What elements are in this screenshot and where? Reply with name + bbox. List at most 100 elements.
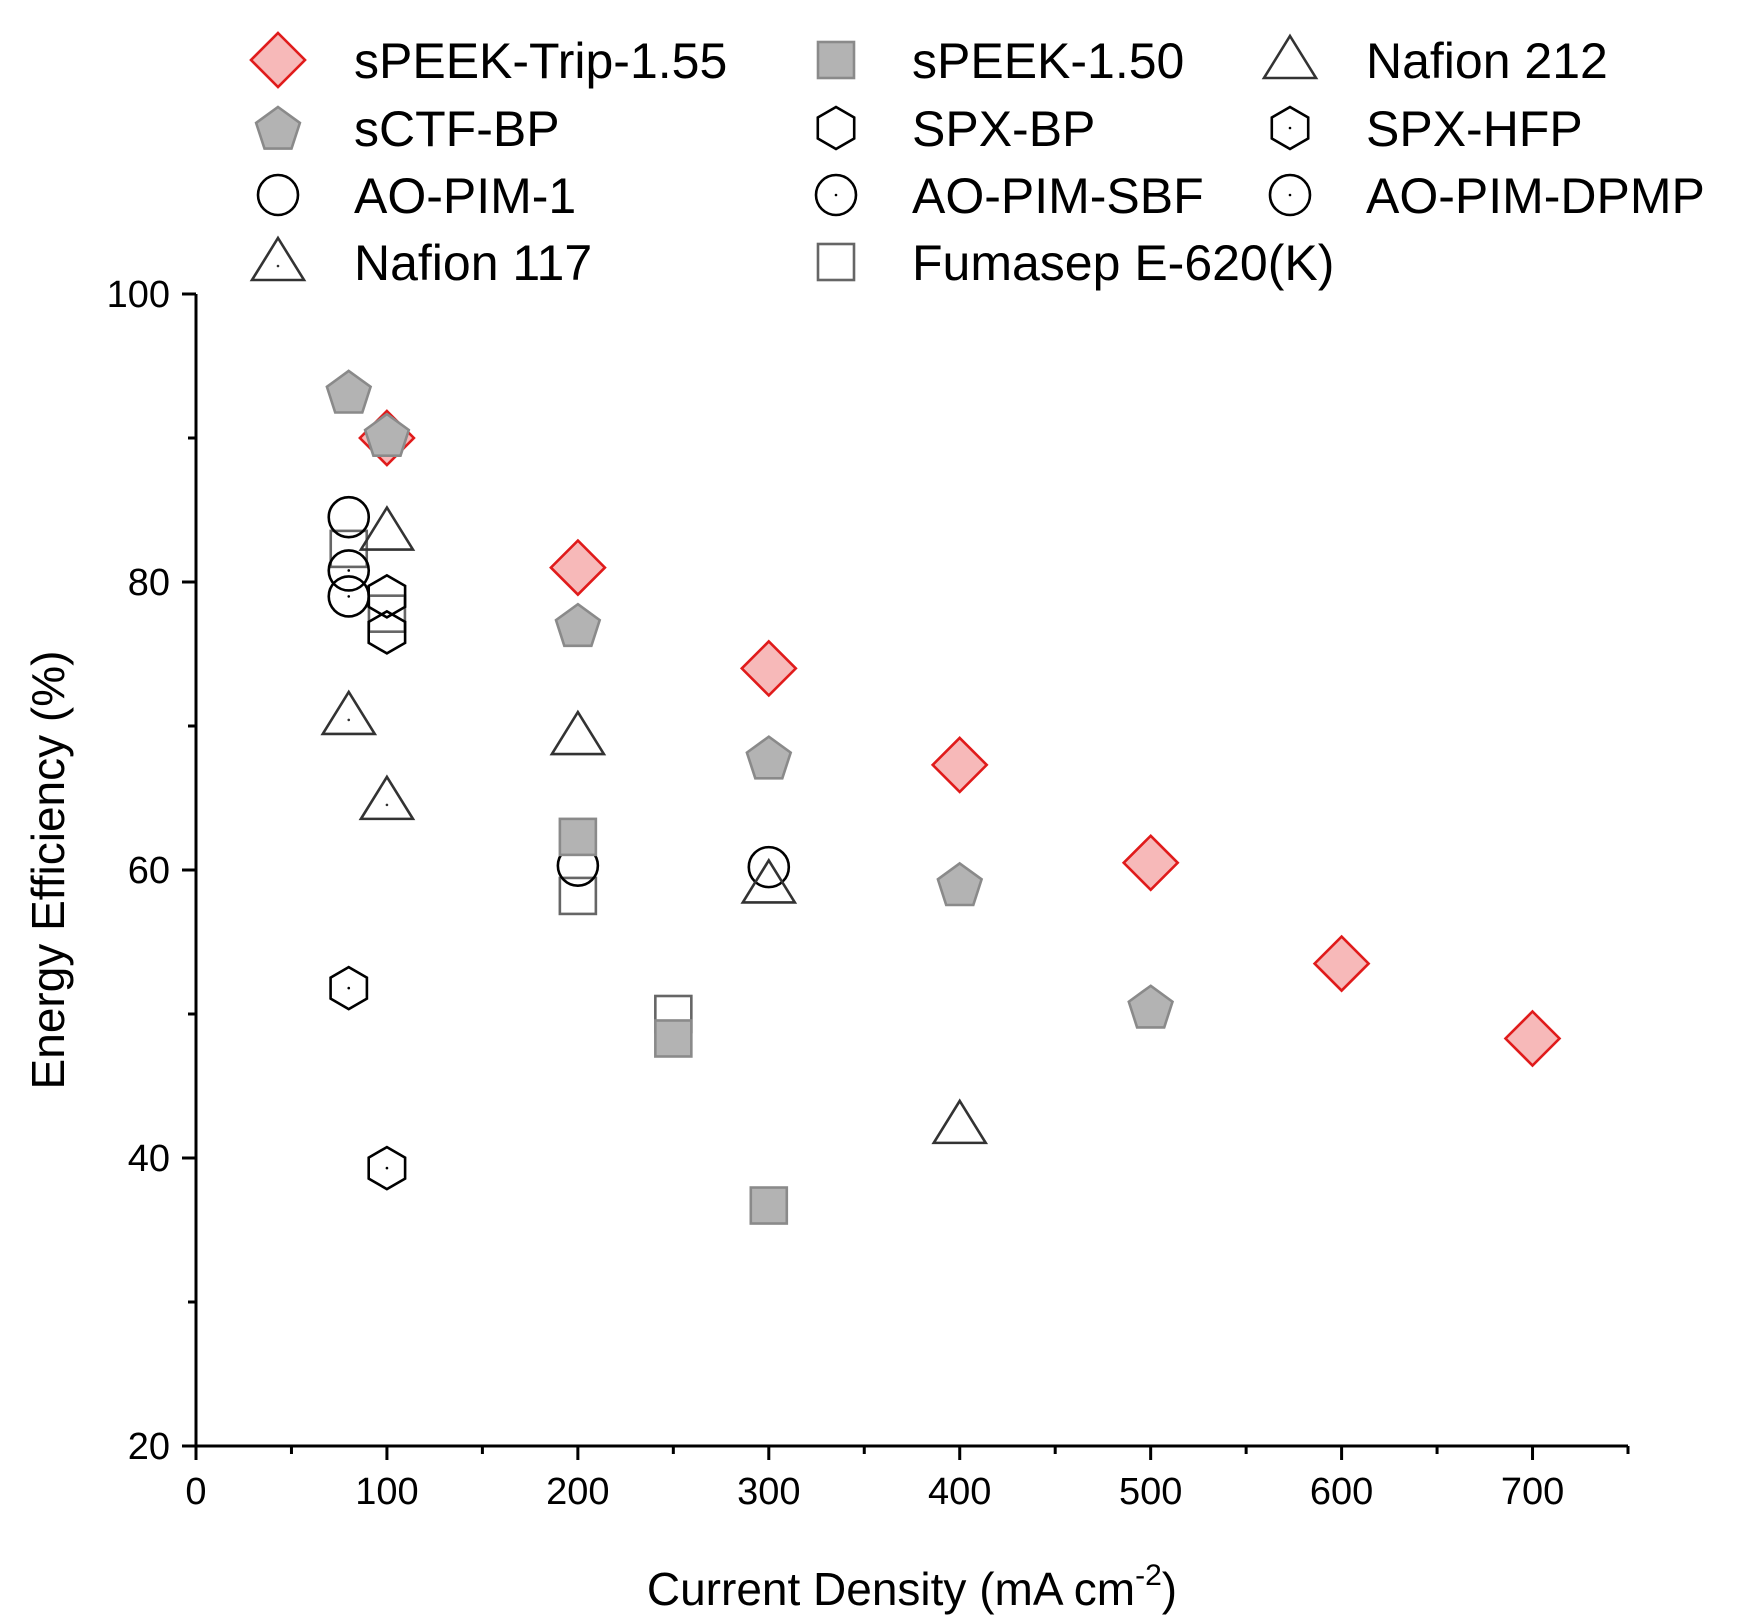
point-speek-trip-1-55 <box>1312 934 1371 993</box>
legend-label-ao-pim-dpmp: AO-PIM-DPMP <box>1366 168 1705 224</box>
point-ao-pim-1 <box>747 845 791 889</box>
legend-item-speek-1-50: sPEEK-1.50 <box>816 33 1184 89</box>
ticks: 0 100 200 300 400 500 600 700 20 40 60 80 100 <box>107 274 1630 1513</box>
legend-item-ao-pim-1: AO-PIM-1 <box>256 168 576 224</box>
point-speek-trip-1-55 <box>739 639 798 698</box>
legend-label-ao-pim-sbf: AO-PIM-SBF <box>912 168 1204 224</box>
point-nafion-212 <box>931 1098 989 1145</box>
series-sctf-bp <box>325 369 1175 1029</box>
legend-marker-fumasep-e-620-k <box>816 242 856 282</box>
point-speek-trip-1-55 <box>930 736 989 794</box>
x-axis-title-superscript: -2 <box>1135 1559 1162 1592</box>
x-tick-label: 400 <box>928 1471 991 1513</box>
y-axis-title: Energy Efficiency (%) <box>22 651 74 1090</box>
x-tick-label: 0 <box>185 1471 206 1513</box>
legend-marker-ao-pim-1 <box>256 173 300 217</box>
point-nafion-117 <box>320 689 378 736</box>
x-tick-label: 700 <box>1501 1471 1564 1513</box>
x-tick-label: 300 <box>737 1471 800 1513</box>
x-tick-label: 100 <box>355 1471 418 1513</box>
legend-label-fumasep-e-620-k: Fumasep E-620(K) <box>912 235 1334 291</box>
y-tick-label: 80 <box>128 562 170 604</box>
point-sctf-bp <box>554 602 602 648</box>
y-tick-label: 40 <box>128 1138 170 1180</box>
x-axis-title: Current Density (mA cm-2) <box>647 1559 1177 1615</box>
legend-item-spx-hfp: SPX-HFP <box>1270 101 1583 157</box>
axes <box>194 294 1628 1448</box>
point-spx-hfp <box>367 1145 407 1191</box>
series-speek-1-50 <box>558 817 789 1225</box>
legend-label-sctf-bp: sCTF-BP <box>354 101 560 157</box>
series-ao-pim-dpmp <box>327 549 371 592</box>
x-tick-label: 500 <box>1119 1471 1182 1513</box>
legend-item-sctf-bp: sCTF-BP <box>254 101 560 157</box>
series-ao-pim-sbf <box>327 575 371 618</box>
legend-marker-ao-pim-dpmp <box>1268 173 1312 217</box>
point-sctf-bp <box>325 369 373 414</box>
legend-label-spx-hfp: SPX-HFP <box>1366 101 1583 157</box>
point-spx-hfp <box>329 965 369 1011</box>
point-speek-1-50 <box>749 1186 789 1225</box>
x-tick-label: 200 <box>546 1471 609 1513</box>
legend-label-spx-bp: SPX-BP <box>912 101 1095 157</box>
point-ao-pim-1 <box>327 495 371 539</box>
x-axis-title-main: Current Density (mA cm <box>647 1563 1135 1615</box>
point-nafion-212 <box>358 505 416 551</box>
point-sctf-bp <box>363 412 411 458</box>
legend-label-nafion-117: Nafion 117 <box>354 235 592 291</box>
point-fumasep-e-620-k <box>367 594 407 633</box>
point-spx-hfp-dot <box>347 986 351 990</box>
point-sctf-bp <box>745 735 793 780</box>
y-tick-label: 20 <box>128 1426 170 1468</box>
x-tick-label: 600 <box>1310 1471 1373 1513</box>
legend-item-spx-bp: SPX-BP <box>816 101 1095 157</box>
point-nafion-117 <box>358 774 416 821</box>
point-ao-pim-sbf-dot <box>347 595 351 598</box>
legend-marker-ao-pim-sbf <box>814 173 858 217</box>
legend-label-ao-pim-1: AO-PIM-1 <box>354 168 576 224</box>
point-speek-1-50 <box>558 817 598 857</box>
legend-marker-nafion-117-dot <box>276 264 280 268</box>
legend-label-speek-1-50: sPEEK-1.50 <box>912 33 1184 89</box>
legend-marker-spx-bp <box>816 105 856 151</box>
legend-label-nafion-212: Nafion 212 <box>1366 33 1608 89</box>
legend-marker-nafion-117 <box>249 235 307 282</box>
legend-marker-nafion-212 <box>1261 33 1319 80</box>
legend-marker-sctf-bp <box>254 105 302 150</box>
legend-item-nafion-117: Nafion 117 <box>249 235 592 291</box>
data-points <box>320 369 1562 1225</box>
legend: sPEEK-Trip-1.55 sPEEK-1.50 Nafion 212 sCTF-… <box>249 31 1705 291</box>
point-ao-pim-dpmp-dot <box>347 569 351 572</box>
point-nafion-212 <box>740 857 798 904</box>
series-spx-bp <box>367 573 407 655</box>
legend-marker-speek-trip-1-55 <box>249 31 307 89</box>
legend-marker-spx-hfp-dot <box>1288 126 1292 130</box>
series-spx-hfp <box>329 965 407 1191</box>
point-spx-hfp-dot <box>385 1166 389 1170</box>
legend-item-ao-pim-dpmp: AO-PIM-DPMP <box>1268 168 1705 224</box>
legend-item-ao-pim-sbf: AO-PIM-SBF <box>814 168 1204 224</box>
point-speek-trip-1-55 <box>1503 1009 1562 1068</box>
point-nafion-117-dot <box>347 718 351 722</box>
legend-marker-ao-pim-sbf-dot <box>834 193 838 197</box>
point-spx-bp <box>367 573 407 619</box>
point-speek-trip-1-55 <box>1121 833 1180 892</box>
point-nafion-212 <box>549 709 607 756</box>
series-nafion-117 <box>320 689 416 821</box>
point-ao-pim-sbf <box>327 575 371 618</box>
legend-marker-speek-1-50 <box>816 40 856 80</box>
series-speek-trip-1-55 <box>358 409 1562 1068</box>
point-speek-trip-1-55 <box>549 538 607 597</box>
y-tick-label: 100 <box>107 274 170 316</box>
legend-marker-spx-hfp <box>1270 105 1310 151</box>
point-sctf-bp <box>936 861 984 907</box>
point-spx-bp <box>367 609 407 655</box>
legend-item-speek-trip-1-55: sPEEK-Trip-1.55 <box>249 31 727 89</box>
point-sctf-bp <box>1127 984 1175 1029</box>
point-fumasep-e-620-k <box>558 876 598 916</box>
x-axis-title-suffix: ) <box>1162 1563 1177 1615</box>
legend-item-fumasep-e-620-k: Fumasep E-620(K) <box>816 235 1334 291</box>
y-tick-label: 60 <box>128 850 170 892</box>
